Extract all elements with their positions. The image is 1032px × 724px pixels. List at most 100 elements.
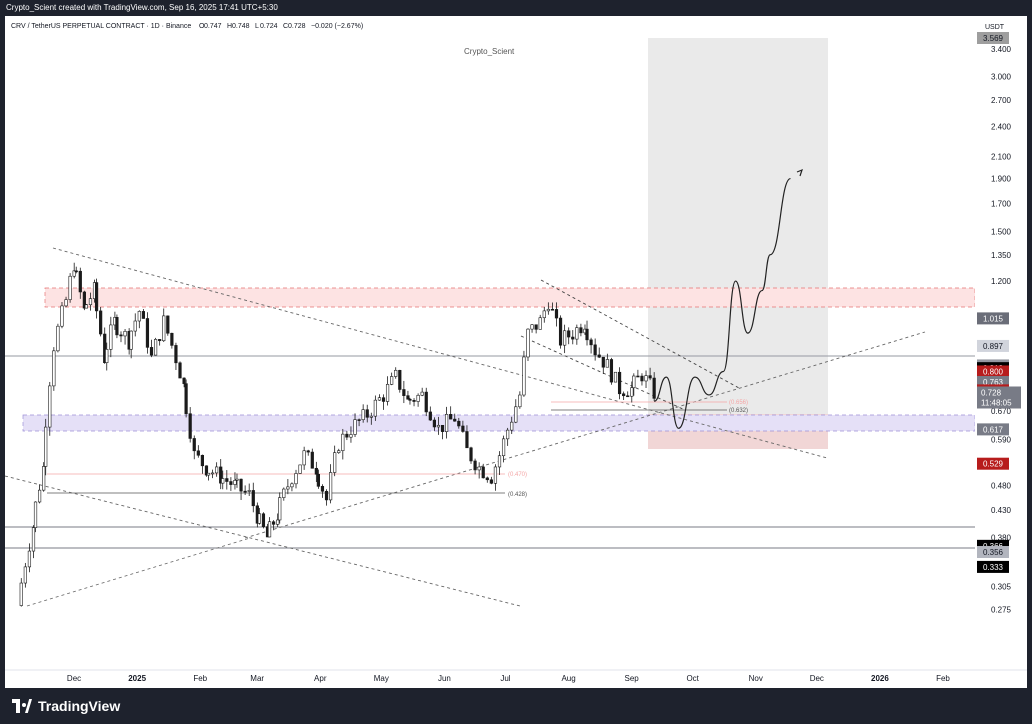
candle-body [298,464,302,474]
candle-body [337,450,341,453]
y-tick-label: 3.000 [991,73,1012,82]
supply-zone [44,287,976,308]
currency-label: USDT [985,24,1005,31]
candle-body [357,419,361,421]
candle-body [402,389,406,396]
fib-label-0.632: (0.632) [729,408,748,414]
candle-body [546,308,550,312]
candle-body [56,325,60,352]
price-badge-label: 0.333 [983,563,1004,572]
candle-body [31,527,36,552]
candle-body [115,317,119,336]
candle-body [626,395,630,398]
candle-body [27,550,32,568]
candle-body [518,394,522,408]
candle-body [316,473,320,487]
candle-body [571,336,575,340]
symbol-line: CRV / TetherUS PERPETUAL CONTRACT · 1D ·… [11,23,191,30]
y-tick-label: 1.200 [991,277,1012,286]
candle-body [477,466,481,471]
candle-body [204,465,209,476]
candle-body [247,490,251,492]
price-badge-bg [977,339,1009,352]
candle-body [278,497,282,521]
candle-body [286,486,290,490]
fib-label-0.428: (0.428) [508,492,527,498]
x-tick-label: Mar [250,674,264,683]
candle-body [416,394,420,402]
price-badge-bg [977,423,1009,436]
tradingview-logo: TradingView [12,697,120,715]
candle-body [585,328,589,341]
candle-body [103,333,107,363]
projection-path [653,177,792,429]
candle-body [361,409,365,421]
candle-body [294,473,298,485]
candle-body [461,425,465,432]
candle-body [558,317,563,346]
y-tick-label: 1.700 [991,199,1012,208]
candle-body [493,466,498,484]
candle-body [239,478,243,492]
candles [19,262,656,607]
y-tick-label: 1.350 [991,251,1012,260]
candle-body [617,371,622,395]
watermark: Crypto_Scient [464,47,515,56]
trendline-major-up [244,331,926,539]
price-badge-bg [977,546,1009,559]
price-badge-label: 3.569 [983,34,1004,43]
x-tick-label: 2026 [871,674,889,683]
candle-body [613,371,618,383]
ohlc-key: O [199,23,205,30]
candle-body [489,479,493,484]
candle-body [398,369,402,390]
candle-body [424,391,428,413]
trendline-lower-left [26,537,251,607]
candle-body [184,383,188,415]
candle-body [310,451,314,469]
footer-bar [0,688,1032,724]
x-tick-label: Nov [749,674,763,683]
candle-body [652,377,656,399]
candle-body [243,490,247,493]
candle-body [174,345,178,364]
candle-body [276,519,280,525]
candle-body [105,349,109,363]
candle-body [282,488,286,498]
price-badge-bg [977,365,1009,378]
candle-body [636,375,640,378]
candle-body [436,424,441,428]
candle-body [33,501,38,528]
candle-body [145,318,150,348]
candle-body [82,291,86,309]
x-tick-label: Feb [193,674,207,683]
candle-body [373,399,377,417]
ohlc-value: 0.724 [260,23,278,30]
candle-body [196,450,200,456]
plot-area [5,16,975,670]
candle-body [23,566,27,584]
candle-body [554,309,559,319]
ohlc-key: L [255,23,259,30]
candle-body [42,466,46,491]
candle-body [37,489,42,503]
candle-body [320,486,325,492]
candle-body [60,305,64,327]
candle-body [485,477,489,481]
y-tick-label: 0.670 [991,407,1012,416]
candle-body [119,334,123,337]
candle-body [377,397,382,401]
candle-body [74,270,78,273]
candle-body [469,447,473,462]
x-tick-label: May [374,674,389,683]
candle-body [644,375,648,382]
candle-body [44,426,48,467]
candle-body [225,478,229,482]
y-tick-label: 0.380 [991,533,1012,542]
candle-body [365,409,369,418]
candle-body [538,317,542,330]
channel-top [540,279,740,389]
fib-label-0.656: (0.656) [729,400,748,406]
y-tick-label: 2.400 [991,122,1012,131]
candle-body [597,354,601,358]
